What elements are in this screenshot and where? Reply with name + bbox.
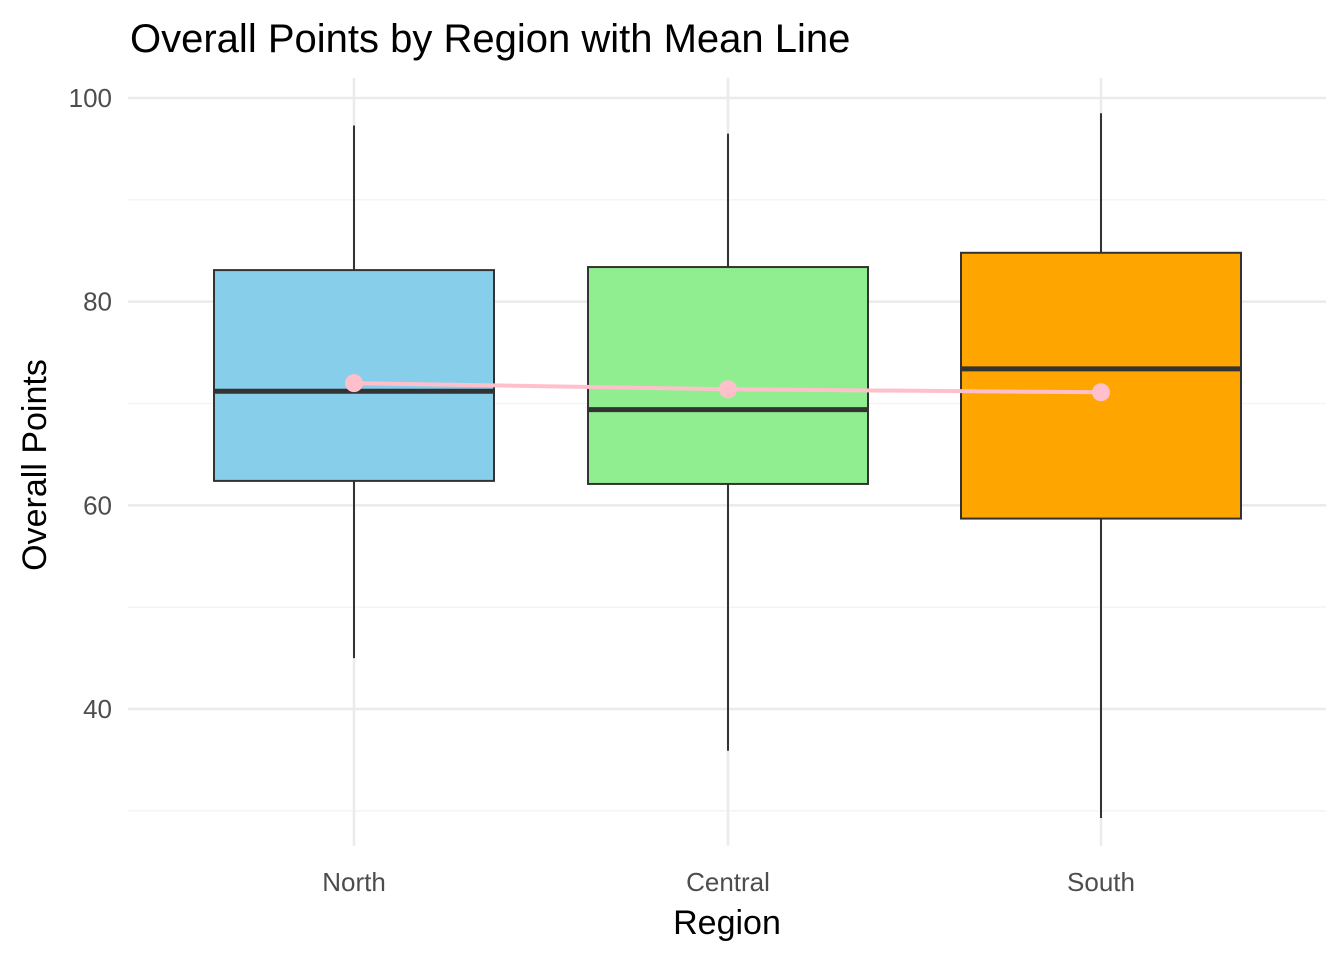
mean-point bbox=[719, 380, 737, 399]
y-tick-label: 40 bbox=[83, 694, 112, 724]
y-tick-label: 100 bbox=[69, 83, 112, 113]
x-tick-label: South bbox=[1067, 867, 1135, 897]
axis-layer: 40 60 80 100 North Central South bbox=[69, 83, 1135, 897]
mean-layer bbox=[345, 374, 1110, 402]
x-tick-label: Central bbox=[686, 867, 770, 897]
y-axis-title: Overall Points bbox=[16, 359, 54, 571]
y-tick-label: 80 bbox=[83, 287, 112, 317]
mean-point bbox=[1092, 383, 1110, 402]
y-tick-label: 60 bbox=[83, 490, 112, 520]
box-layer bbox=[213, 113, 1242, 818]
x-tick-label: North bbox=[322, 867, 386, 897]
x-axis-title: Region bbox=[673, 904, 781, 942]
mean-point bbox=[345, 374, 363, 393]
box-central bbox=[587, 266, 869, 485]
chart-title: Overall Points by Region with Mean Line bbox=[130, 17, 850, 61]
